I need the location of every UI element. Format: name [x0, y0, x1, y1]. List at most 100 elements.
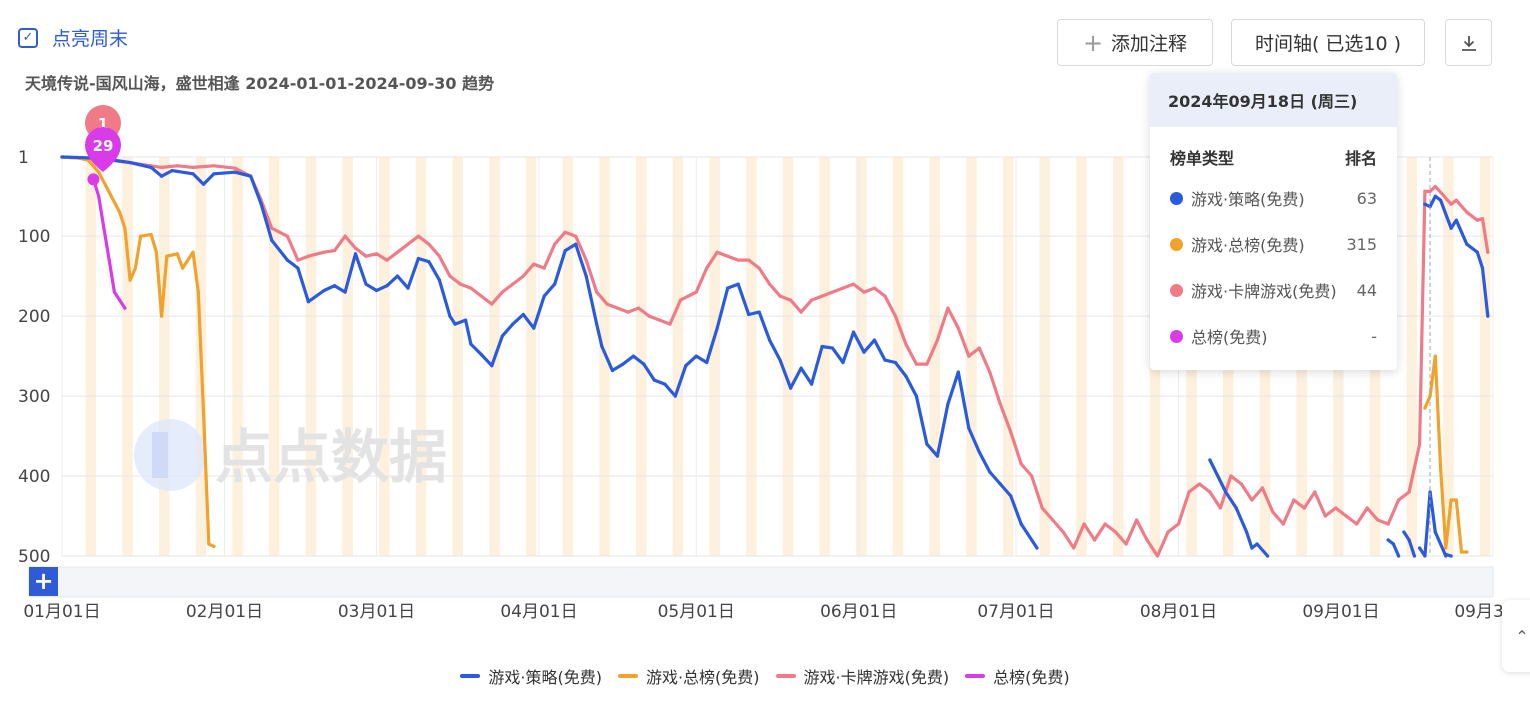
x-tick-label: 02月01日 — [186, 602, 263, 622]
legend-item-overall[interactable]: 总榜(免费) — [965, 664, 1070, 688]
chart-title: 天境传说-国风山海，盛世相逢 2024-01-01-2024-09-30 趋势 — [25, 74, 495, 93]
data-point — [553, 282, 557, 286]
data-point — [1418, 546, 1422, 550]
data-point — [139, 234, 143, 238]
data-point — [904, 342, 908, 346]
data-point — [196, 290, 200, 294]
timeline-button[interactable]: 时间轴( 已选10 ) — [1231, 19, 1425, 66]
data-point — [1407, 490, 1411, 494]
data-point — [830, 346, 835, 350]
weekend-checkbox[interactable]: ✓ — [18, 27, 38, 48]
data-point — [1313, 490, 1317, 494]
series-1 — [60, 155, 1469, 554]
data-point — [616, 306, 620, 310]
data-point — [789, 298, 793, 302]
x-tick-label: 05月01日 — [658, 602, 735, 622]
data-point — [637, 306, 641, 310]
data-point — [306, 300, 310, 304]
download-button[interactable] — [1445, 19, 1492, 66]
data-point — [658, 318, 662, 322]
data-point — [1465, 550, 1469, 554]
data-point — [123, 306, 127, 310]
data-point — [1061, 530, 1065, 534]
data-point — [160, 165, 164, 169]
data-point — [595, 290, 599, 294]
data-point — [353, 252, 358, 256]
series-line — [60, 155, 1039, 550]
weekend-band — [232, 157, 243, 556]
weekend-band — [1112, 157, 1124, 556]
data-point — [799, 366, 803, 370]
data-point — [956, 370, 960, 374]
data-point — [830, 290, 835, 294]
data-point — [1176, 522, 1181, 526]
data-point — [631, 354, 636, 358]
svg-text:点点数据: 点点数据 — [215, 423, 447, 491]
weekend-band — [1479, 157, 1491, 556]
legend-item-strategy[interactable]: 游戏·策略(免费) — [460, 664, 602, 688]
plus-icon: + — [1082, 28, 1104, 57]
data-point — [511, 322, 515, 326]
data-point — [1433, 530, 1437, 534]
data-point — [1449, 554, 1453, 558]
tooltip-row-name: 总榜(免费) — [1191, 328, 1268, 347]
range-slider[interactable] — [28, 566, 1494, 598]
weekend-band — [709, 157, 720, 556]
x-axis: 01月01日 02月01日 03月01日 04月01日 05月01日 06月01日 07月0… — [23, 602, 1530, 622]
data-point — [1386, 522, 1390, 526]
data-point — [1208, 458, 1212, 462]
data-point — [469, 342, 473, 346]
data-point — [1239, 482, 1243, 486]
data-point — [500, 290, 504, 294]
tooltip-row-name: 游戏·总榜(免费) — [1191, 236, 1305, 255]
data-point — [988, 470, 992, 474]
weekend-band — [342, 157, 353, 556]
marker-top-label: 1 — [98, 115, 108, 133]
data-point — [395, 250, 400, 254]
data-point — [1030, 474, 1034, 478]
legend-item-overall-games[interactable]: 游戏·总榜(免费) — [617, 664, 760, 688]
data-point — [621, 362, 625, 366]
weekend-band — [929, 157, 940, 556]
data-point — [212, 544, 216, 549]
data-point — [1407, 538, 1411, 542]
y-tick-label: 300 — [18, 387, 50, 407]
data-point — [1397, 554, 1401, 558]
dot-icon — [1170, 191, 1183, 205]
data-point — [102, 226, 106, 230]
data-point — [715, 326, 719, 330]
data-point — [1009, 494, 1013, 498]
data-point — [532, 262, 536, 266]
legend-item-card-games[interactable]: 游戏·卡牌游戏(免费) — [775, 664, 949, 688]
side-panel-handle[interactable]: ⌃ — [1502, 600, 1530, 672]
data-point — [1009, 430, 1013, 434]
marker-pin-label: 29 — [93, 137, 114, 155]
data-point — [841, 360, 845, 365]
data-point — [757, 266, 761, 270]
data-point — [851, 330, 856, 334]
data-point — [1391, 542, 1395, 546]
data-point — [1040, 506, 1044, 510]
data-point — [872, 286, 877, 290]
weekend-toggle[interactable]: ✓ 点亮周末 — [18, 24, 128, 51]
data-point — [1365, 506, 1369, 510]
data-point — [469, 286, 473, 290]
data-point — [946, 402, 950, 406]
data-point — [353, 246, 358, 250]
weekend-band — [305, 157, 317, 556]
weekend-band — [746, 157, 757, 556]
data-point — [521, 312, 525, 317]
data-point — [1480, 266, 1485, 270]
tooltip-row: 总榜(免费) - — [1150, 313, 1397, 359]
data-point — [1449, 202, 1453, 206]
y-axis: 1 100 200 300 400 500 — [18, 148, 50, 567]
data-point — [364, 282, 368, 286]
add-annotation-button[interactable]: + 添加注释 — [1057, 19, 1213, 66]
tooltip-row: 游戏·策略(免费) 63 — [1150, 175, 1397, 221]
data-point — [768, 282, 772, 286]
data-point — [511, 282, 515, 286]
data-point — [112, 290, 116, 294]
zoom-plus-button[interactable]: + — [29, 567, 58, 596]
weekend-band — [1406, 157, 1417, 556]
data-point — [333, 249, 337, 253]
